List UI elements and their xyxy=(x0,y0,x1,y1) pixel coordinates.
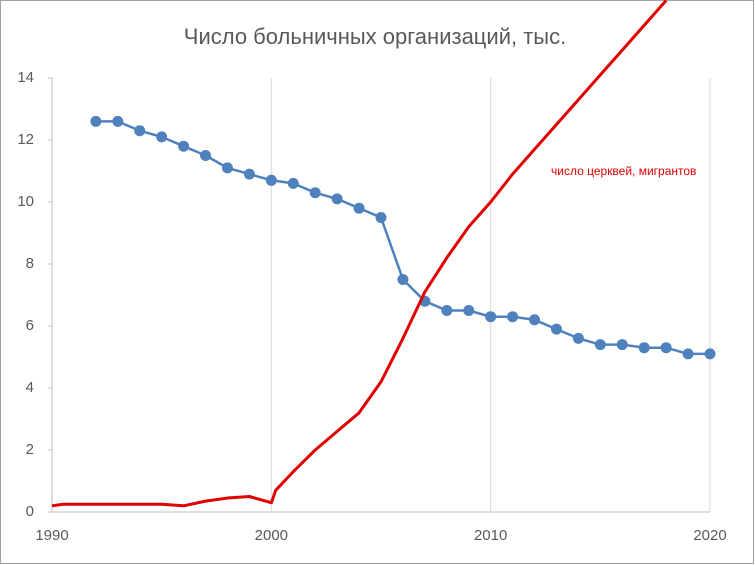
annotation: число церквей, мигрантов xyxy=(551,164,696,178)
series-line xyxy=(51,0,668,508)
marker xyxy=(529,314,541,326)
y-tick-label: 10 xyxy=(17,193,34,210)
y-tick-label: 12 xyxy=(17,131,34,148)
marker xyxy=(353,202,365,214)
y-tick-label: 14 xyxy=(17,69,34,86)
marker xyxy=(660,342,672,354)
y-tick-label: 0 xyxy=(26,503,34,520)
marker xyxy=(243,168,255,180)
marker xyxy=(397,274,409,285)
marker xyxy=(485,311,497,323)
marker xyxy=(200,150,212,161)
marker xyxy=(221,162,233,174)
marker xyxy=(90,115,102,127)
marker xyxy=(572,332,584,344)
y-tick-label: 6 xyxy=(26,317,34,334)
x-tick-label: 2010 xyxy=(474,527,507,544)
marker xyxy=(375,212,387,223)
chart-title: Число больничных организаций, тыс. xyxy=(184,24,566,49)
x-tick-label: 2020 xyxy=(693,527,726,544)
marker xyxy=(156,131,168,143)
y-tick-label: 2 xyxy=(26,441,34,458)
marker xyxy=(287,177,299,189)
y-tick-label: 4 xyxy=(26,379,34,396)
marker xyxy=(616,339,628,351)
marker xyxy=(441,305,453,316)
marker xyxy=(507,311,519,323)
x-tick-label: 2000 xyxy=(255,527,288,544)
marker xyxy=(134,125,146,137)
marker xyxy=(638,342,650,354)
marker xyxy=(550,323,562,335)
marker xyxy=(309,187,321,199)
x-tick-label: 1990 xyxy=(35,527,68,544)
marker xyxy=(594,339,606,351)
marker xyxy=(682,348,694,360)
marker xyxy=(463,305,475,316)
marker xyxy=(331,193,343,205)
y-tick-label: 8 xyxy=(26,255,34,272)
marker xyxy=(704,348,716,360)
marker xyxy=(178,140,190,152)
marker xyxy=(265,174,277,186)
marker xyxy=(112,115,124,127)
